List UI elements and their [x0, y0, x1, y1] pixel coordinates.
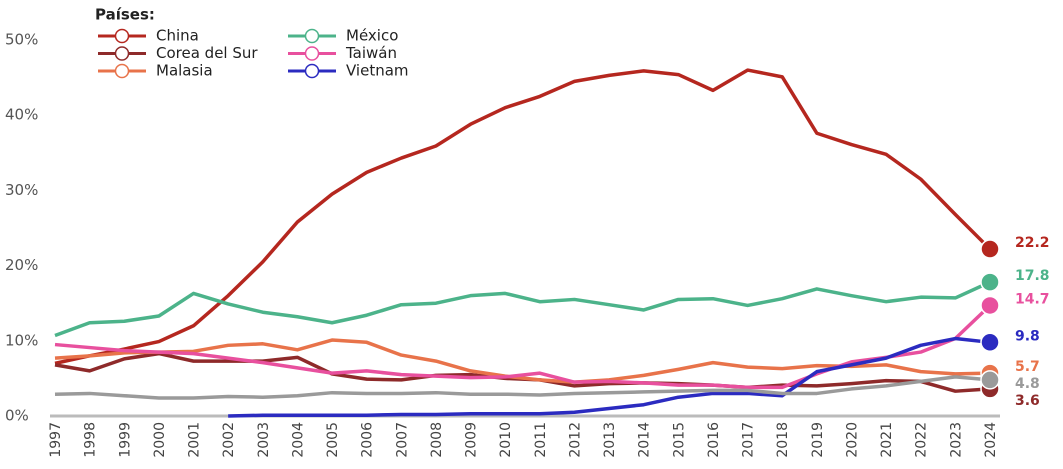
end-label: 5.7: [1015, 359, 1040, 375]
x-tick-label: 2021: [879, 422, 895, 458]
x-tick-label: 2014: [637, 422, 653, 458]
x-tick-label: 2018: [775, 422, 791, 458]
x-tick-label: 2009: [464, 422, 480, 458]
end-label: 3.6: [1015, 393, 1040, 409]
end-label: 17.8: [1015, 268, 1050, 284]
line: [54, 280, 991, 338]
line: [54, 375, 991, 400]
x-tick-label: 2020: [844, 422, 860, 458]
y-tick-label: 10%: [5, 331, 38, 349]
y-tick-label: 40%: [5, 106, 38, 124]
x-tick-label: 2012: [567, 422, 583, 458]
y-tick-label: 30%: [5, 181, 38, 199]
x-tick-label: 1999: [117, 422, 133, 458]
x-tick-label: 2019: [810, 422, 826, 458]
x-tick-label: 1997: [48, 422, 64, 458]
legend-label: México: [346, 27, 398, 45]
x-tick-label: 2008: [429, 422, 445, 458]
y-tick-label: 0%: [5, 407, 29, 425]
end-marker: [980, 272, 1000, 292]
legend-label: Taiwán: [345, 44, 397, 62]
x-tick-label: 2016: [706, 422, 722, 458]
legend-label: Malasia: [156, 62, 213, 80]
end-label: 14.7: [1015, 291, 1050, 307]
end-marker: [980, 239, 1000, 259]
x-tick-label: 1998: [83, 422, 99, 458]
line: [54, 338, 991, 384]
x-tick-label: 2017: [741, 422, 757, 458]
end-marker: [980, 332, 1000, 353]
x-tick-label: 2013: [602, 422, 618, 458]
x-tick-label: 2010: [498, 422, 514, 458]
end-label: 22.2: [1015, 235, 1050, 251]
end-label: 9.8: [1015, 328, 1040, 344]
x-tick-label: 2015: [671, 422, 687, 458]
end-label: 4.8: [1015, 376, 1040, 392]
x-tick-label: 2000: [152, 422, 168, 458]
legend-label: Corea del Sur: [156, 44, 258, 62]
x-tick-label: 2003: [256, 422, 272, 458]
legend-swatch-dot: [114, 46, 130, 61]
legend-swatch-dot: [304, 28, 320, 44]
legend-title: Países:: [95, 6, 155, 24]
x-tick-label: 2006: [360, 422, 376, 458]
y-tick-label: 20%: [5, 256, 38, 274]
line: [54, 304, 992, 390]
line: [54, 351, 991, 393]
legend-label: Vietnam: [346, 62, 409, 80]
end-marker: [980, 370, 1000, 390]
end-marker: [980, 295, 1000, 316]
x-tick-label: 2005: [325, 422, 341, 458]
x-tick-label: 2011: [533, 422, 549, 458]
y-tick-label: 50%: [5, 31, 38, 49]
legend-swatch-dot: [114, 63, 130, 79]
x-tick-label: 2024: [983, 422, 999, 458]
x-tick-label: 2002: [221, 422, 237, 458]
x-tick-label: 2023: [948, 422, 964, 458]
legend-swatch-dot: [114, 28, 130, 44]
line: [228, 336, 991, 418]
x-tick-label: 2004: [290, 422, 306, 458]
legend-swatch-dot: [304, 46, 320, 61]
line: [54, 68, 992, 366]
legend-swatch-dot: [304, 63, 320, 79]
x-tick-label: 2001: [187, 422, 203, 458]
x-tick-label: 2007: [394, 422, 410, 458]
legend-label: China: [156, 27, 199, 45]
x-tick-label: 2022: [914, 422, 930, 458]
